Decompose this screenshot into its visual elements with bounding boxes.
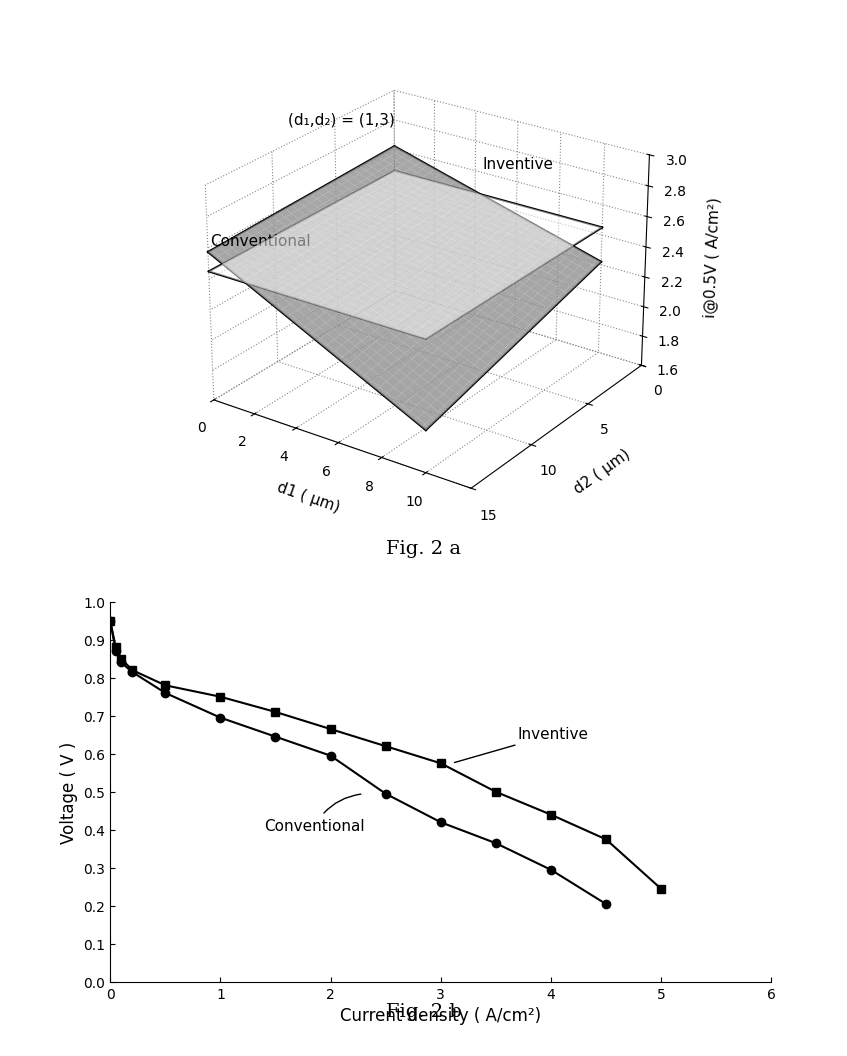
Text: Conventional: Conventional: [210, 234, 310, 249]
Text: Inventive: Inventive: [482, 156, 553, 171]
Text: Fig. 2 b: Fig. 2 b: [385, 1002, 462, 1021]
Text: Conventional: Conventional: [264, 794, 365, 833]
Text: Inventive: Inventive: [454, 727, 589, 762]
Text: (d₁,d₂) = (1,3): (d₁,d₂) = (1,3): [287, 113, 395, 128]
Y-axis label: d2 ( μm): d2 ( μm): [571, 447, 633, 496]
X-axis label: d1 ( μm): d1 ( μm): [274, 479, 341, 515]
Text: Fig. 2 a: Fig. 2 a: [386, 540, 461, 559]
X-axis label: Current density ( A/cm²): Current density ( A/cm²): [340, 1006, 541, 1024]
Y-axis label: Voltage ( V ): Voltage ( V ): [60, 741, 78, 843]
